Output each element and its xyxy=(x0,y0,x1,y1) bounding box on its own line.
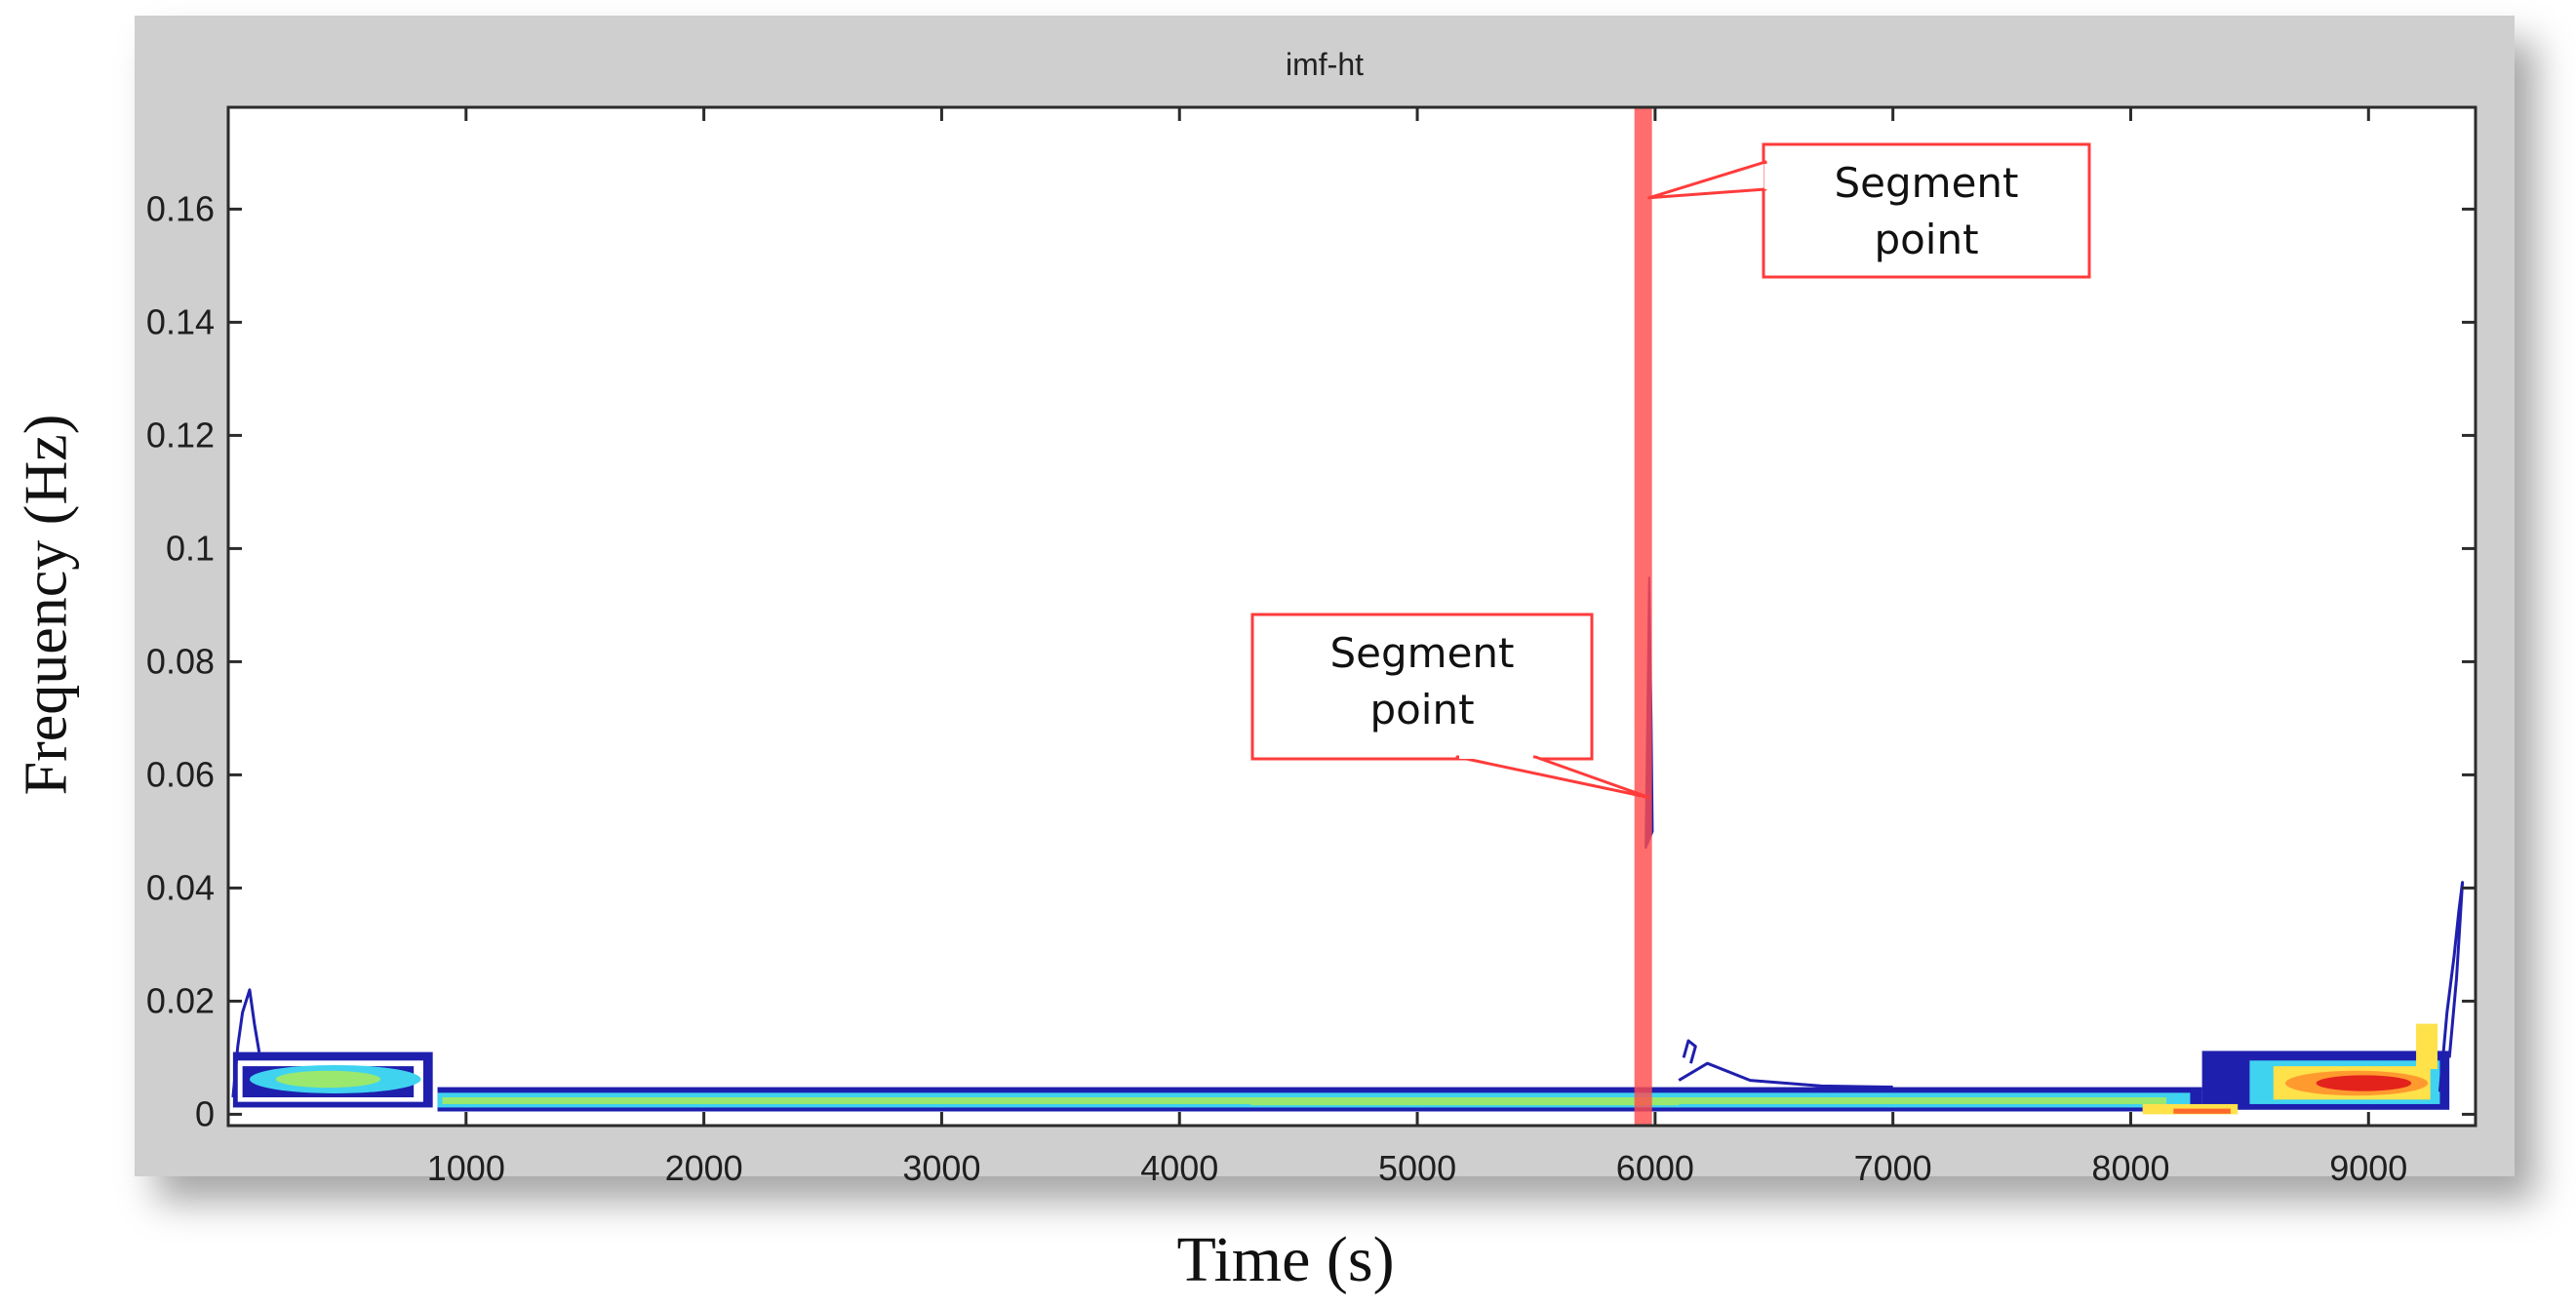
y-tick-label: 0.1 xyxy=(166,528,215,568)
x-tick-label: 5000 xyxy=(1378,1148,1456,1188)
y-tick-label: 0.08 xyxy=(146,641,215,681)
callout-seam xyxy=(1764,164,1768,189)
y-tick-label: 0.06 xyxy=(146,754,215,794)
energy-late-floor-red xyxy=(2173,1108,2231,1114)
segment-line xyxy=(1634,107,1652,1126)
energy-early-green xyxy=(275,1070,381,1089)
energy-early-spur xyxy=(231,988,261,1098)
y-tick-label: 0.12 xyxy=(146,415,215,455)
x-tick-label: 4000 xyxy=(1140,1148,1218,1188)
energy-late-cap xyxy=(2416,1023,2437,1069)
callout-text: Segment xyxy=(1835,159,2019,207)
x-tick-label: 2000 xyxy=(665,1148,743,1188)
x-tick-label: 7000 xyxy=(1854,1148,1932,1188)
energy-band-green xyxy=(1250,1097,1680,1106)
axes-frame xyxy=(226,105,2477,1128)
x-tick-label: 1000 xyxy=(427,1148,505,1188)
x-axis-label: Time (s) xyxy=(1176,1224,1395,1295)
y-axis-label: Frequency (Hz) xyxy=(13,414,80,796)
energy-late-red xyxy=(2316,1075,2412,1091)
segment-layer xyxy=(1634,107,1652,1126)
callout-layer: Segment point Segment point xyxy=(1250,142,2091,800)
callout-box xyxy=(1250,613,1594,761)
callout-seam xyxy=(1459,754,1533,759)
x-tick-label: 9000 xyxy=(2329,1148,2407,1188)
energy-island xyxy=(1682,1039,1697,1064)
segment-point-callout: Segment point xyxy=(1647,142,2091,279)
energy-late-spur xyxy=(2437,881,2465,1092)
energy-layer xyxy=(231,576,2465,1115)
callout-text: point xyxy=(1874,216,1978,263)
x-tick-label: 6000 xyxy=(1616,1148,1694,1188)
y-tick-label: 0.02 xyxy=(146,980,215,1020)
callout-box xyxy=(1762,142,2091,279)
chart-title: imf-ht xyxy=(1286,47,1364,82)
y-tick-label: 0.04 xyxy=(146,867,215,907)
callout-text: point xyxy=(1369,686,1474,733)
segment-point-callout: Segment point xyxy=(1250,613,1651,800)
callout-text: Segment xyxy=(1330,629,1515,677)
x-tick-label: 8000 xyxy=(2091,1148,2169,1188)
x-tick-label: 3000 xyxy=(902,1148,980,1188)
energy-island xyxy=(1678,1061,1893,1090)
y-tick-label: 0.16 xyxy=(146,188,215,228)
y-tick-label: 0 xyxy=(195,1093,215,1133)
y-tick-label: 0.14 xyxy=(146,301,215,341)
tick-layer: 1000 2000 3000 4000 5000 6000 7000 8000 9000 0 0.0… xyxy=(146,107,2476,1188)
